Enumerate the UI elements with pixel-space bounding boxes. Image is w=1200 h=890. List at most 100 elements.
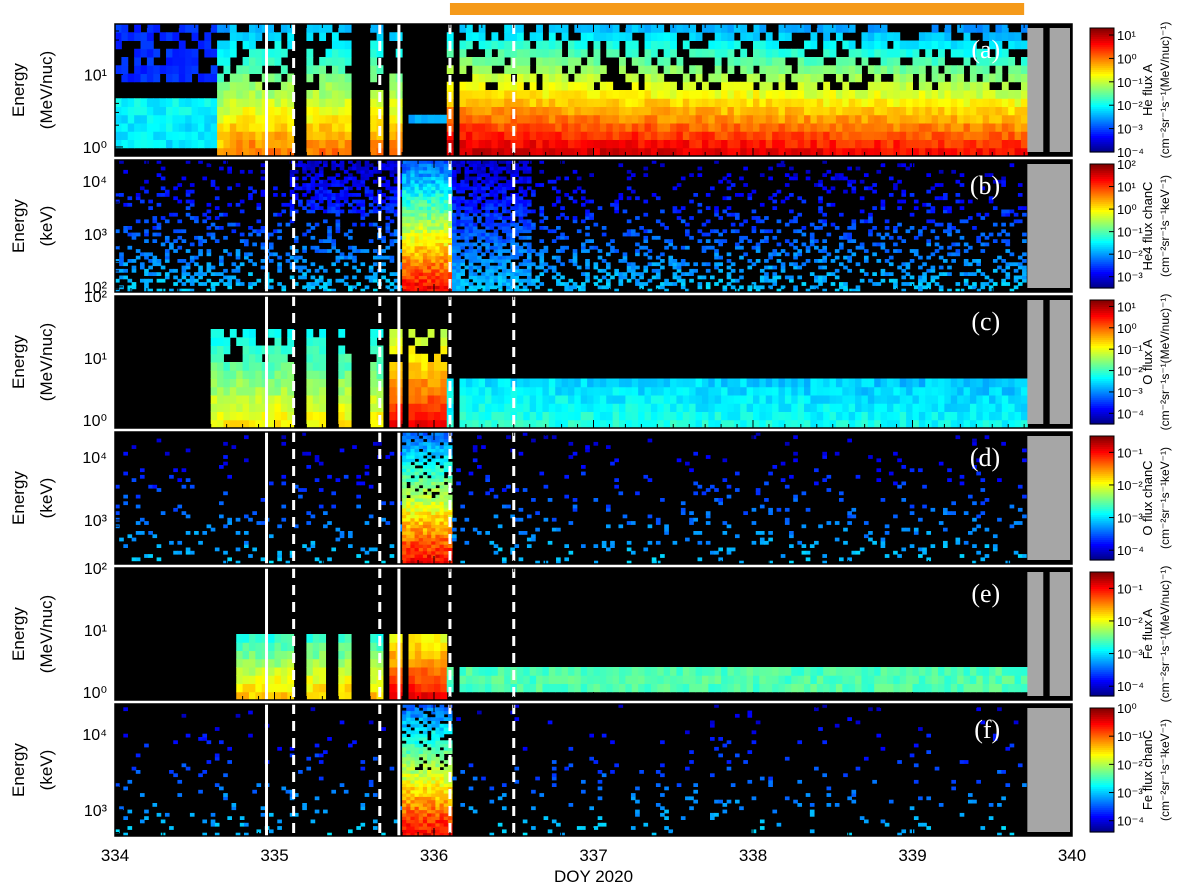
heatmap-cell	[901, 282, 907, 286]
heatmap-cell	[493, 163, 499, 168]
heatmap-cell	[823, 81, 831, 91]
heatmap-cell	[776, 259, 782, 263]
heatmap-cell	[518, 216, 524, 220]
heatmap-cell	[464, 202, 470, 207]
heatmap-cell	[880, 139, 888, 149]
heatmap-cell	[144, 278, 149, 283]
heatmap-cell	[422, 183, 428, 187]
heatmap-cell	[248, 193, 253, 197]
heatmap-cell	[689, 268, 694, 273]
heatmap-cell	[685, 245, 690, 250]
heatmap-cell	[868, 278, 873, 283]
heatmap-cell	[772, 193, 778, 197]
heatmap-cell	[472, 278, 478, 283]
heatmap-cell	[181, 176, 187, 181]
heatmap-cell	[514, 202, 520, 207]
heatmap-cell	[867, 90, 875, 99]
heatmap-cell	[755, 245, 761, 250]
heatmap-cell	[747, 285, 753, 290]
heatmap-cell	[593, 90, 601, 99]
heatmap-cell	[721, 81, 728, 91]
heatmap-cell	[277, 235, 282, 240]
heatmap-cell	[943, 272, 948, 276]
heatmap-cell	[906, 114, 913, 124]
heatmap-cell	[431, 193, 436, 197]
heatmap-cell	[456, 209, 461, 214]
heatmap-cell	[370, 40, 378, 50]
heatmap-cell	[980, 285, 986, 290]
heatmap-cell	[814, 275, 819, 280]
heatmap-cell	[522, 272, 528, 276]
heatmap-cell	[818, 249, 823, 253]
heatmap-cell	[414, 252, 420, 257]
heatmap-cell	[256, 229, 262, 234]
heatmap-cell	[818, 183, 823, 187]
heatmap-cell	[670, 40, 677, 50]
heatmap-cell	[402, 202, 407, 207]
heatmap-cell	[318, 189, 324, 194]
heatmap-cell	[830, 282, 836, 286]
heatmap-cell	[518, 186, 524, 191]
heatmap-cell	[248, 114, 256, 124]
heatmap-cell	[635, 272, 640, 276]
heatmap-cell	[402, 232, 407, 237]
heatmap-cell	[131, 282, 137, 286]
heatmap-cell	[1014, 131, 1022, 140]
heatmap-cell	[210, 395, 218, 404]
heatmap-cell	[842, 81, 850, 91]
heatmap-cell	[784, 275, 790, 280]
heatmap-cell	[619, 123, 626, 132]
heatmap-cell	[843, 288, 848, 293]
heatmap-cell	[721, 139, 728, 149]
heatmap-cell	[497, 57, 505, 66]
heatmap-cell	[198, 249, 203, 253]
heatmap-cell	[152, 219, 158, 224]
heatmap-cell	[655, 268, 661, 273]
heatmap-cell	[838, 176, 844, 181]
heatmap-cell	[931, 139, 939, 149]
heatmap-cell	[481, 242, 486, 247]
heatmap-cell	[431, 255, 436, 260]
heatmap-cell	[123, 268, 128, 273]
heatmap-cell	[156, 160, 162, 164]
heatmap-cell	[778, 123, 786, 132]
heatmap-cell	[402, 183, 407, 187]
heatmap-cell	[809, 272, 815, 276]
heatmap-cell	[214, 186, 220, 191]
heatmap-cell	[523, 90, 531, 99]
heatmap-cell	[514, 199, 520, 204]
heatmap-cell	[791, 24, 799, 33]
heatmap-cell	[848, 40, 856, 50]
heatmap-cell	[331, 288, 337, 293]
heatmap-cell	[422, 212, 428, 217]
heatmap-cell	[982, 65, 990, 74]
heatmap-cell	[289, 199, 295, 204]
heatmap-cell	[327, 202, 332, 207]
heatmap-cell	[561, 90, 569, 99]
heatmap-cell	[236, 131, 244, 140]
heatmap-cell	[818, 278, 823, 283]
heatmap-cell	[127, 259, 133, 263]
heatmap-cell	[523, 57, 531, 66]
heatmap-cell	[443, 262, 449, 267]
heatmap-cell	[1009, 288, 1015, 293]
heatmap-cell	[631, 24, 639, 33]
heatmap-cell	[217, 48, 224, 58]
heatmap-cell	[886, 98, 894, 107]
heatmap-cell	[797, 65, 805, 74]
heatmap-cell	[497, 285, 503, 290]
heatmap-cell	[202, 212, 208, 217]
heatmap-cell	[518, 199, 524, 204]
heatmap-cell	[501, 196, 507, 201]
heatmap-cell	[516, 106, 524, 116]
heatmap-cell	[410, 249, 416, 253]
heatmap-cell	[682, 106, 690, 116]
heatmap-cell	[644, 98, 652, 107]
heatmap-cell	[501, 226, 507, 230]
heatmap-cell	[364, 189, 370, 194]
heatmap-cell	[298, 199, 303, 204]
heatmap-cell	[572, 282, 578, 286]
heatmap-cell	[389, 206, 395, 210]
heatmap-cell	[655, 272, 661, 276]
heatmap-cell	[829, 106, 837, 116]
